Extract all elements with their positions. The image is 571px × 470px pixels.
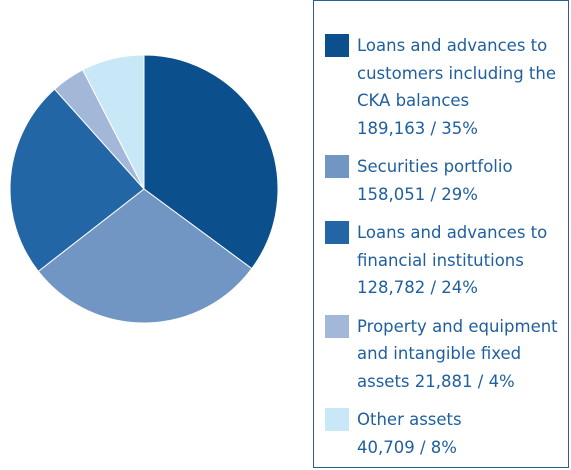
value-label: 158,051 / 29% xyxy=(357,184,478,204)
legend-item: Property and equipment and intangible fi… xyxy=(314,313,565,396)
legend-label: Loans and advances to customers includin… xyxy=(357,36,557,110)
legend-item: Other assets 40,709 / 8% xyxy=(314,406,565,461)
value-label: 21,881 / 4% xyxy=(414,371,515,391)
pie-slice xyxy=(143,54,279,270)
legend-swatch xyxy=(325,34,349,57)
legend: Loans and advances to customers includin… xyxy=(313,0,569,468)
legend-label: Other assets xyxy=(357,410,462,429)
legend-swatch xyxy=(325,221,349,244)
value-label: 189,163 / 35% xyxy=(357,118,478,138)
value-label: 40,709 / 8% xyxy=(357,437,457,457)
legend-swatch xyxy=(325,314,349,338)
pie-slice xyxy=(37,188,253,324)
legend-swatch xyxy=(325,408,349,431)
legend-item: Loans and advances to financial institut… xyxy=(314,219,565,302)
legend-label: Securities portfolio xyxy=(357,157,513,176)
legend-item: Securities portfolio 158,051 / 29% xyxy=(314,153,565,208)
legend-item: Loans and advances to customers includin… xyxy=(314,32,565,142)
legend-label: Property and equipment and intangible fi… xyxy=(357,316,558,391)
value-label: 128,782 / 24% xyxy=(357,278,478,297)
legend-swatch xyxy=(325,155,349,178)
pie-slice xyxy=(9,88,145,273)
legend-label: Loans and advances to financial institut… xyxy=(357,223,548,270)
pie-slice xyxy=(82,54,145,190)
pie-chart xyxy=(9,54,279,324)
